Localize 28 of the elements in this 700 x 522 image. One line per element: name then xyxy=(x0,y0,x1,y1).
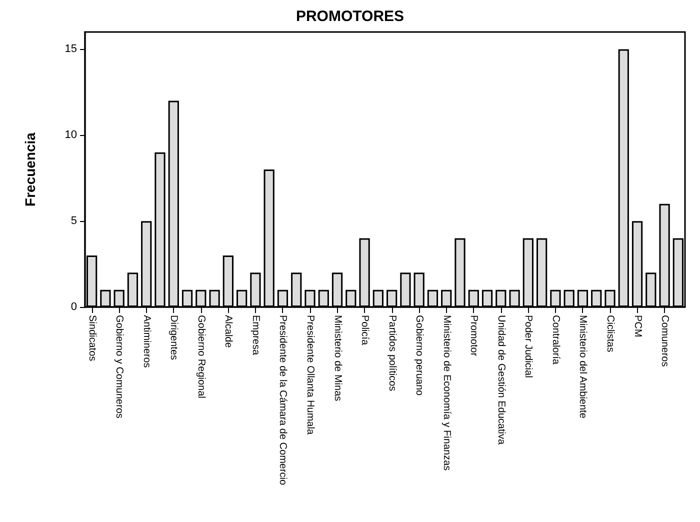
x-tick-label: Ministerio de Minas xyxy=(332,315,343,402)
x-tick-label: Ciclistas xyxy=(604,315,616,352)
x-tick-label: Contraloría xyxy=(550,315,561,365)
x-tick-label: Promotor xyxy=(468,315,480,357)
x-tick-label: PCM xyxy=(632,315,643,338)
y-tick-label: 15 xyxy=(64,43,77,56)
chart-title: PROMOTORES xyxy=(296,8,404,25)
x-tick-label: Gobierno peruano xyxy=(414,315,425,396)
x-tick-label: Policía xyxy=(359,315,370,346)
x-tick-label: Comuneros xyxy=(659,315,670,367)
x-tick-label: Unidad de Gestión Educativa xyxy=(495,315,506,445)
x-tick-label: Presidente Ollanta Humala xyxy=(304,315,316,435)
y-tick-label: 10 xyxy=(64,129,77,142)
y-axis-title: Frecuencia xyxy=(22,132,38,206)
x-tick-label: Alcalde xyxy=(222,315,234,348)
x-tick-label: Ministerio de Economía y Finanzas xyxy=(440,315,452,471)
y-tick-label: 5 xyxy=(70,215,77,228)
x-tick-label: Gobierno Regional xyxy=(195,315,206,398)
x-tick-label: Gobierno y Comuneros xyxy=(114,315,125,418)
x-tick-label: Presidente de la Cámara de Comercio xyxy=(277,315,288,486)
x-tick-label: Ministerio del Ambiente xyxy=(577,315,588,419)
x-tick-label: Empresa xyxy=(250,315,261,356)
y-tick-label: 0 xyxy=(70,301,77,313)
x-tick-label: Poder Judicial xyxy=(522,315,534,378)
x-tick-label: Sindicatos xyxy=(86,315,98,362)
x-tick-label: Dirigentes xyxy=(168,315,180,360)
x-tick-label: Antimineros xyxy=(140,315,152,368)
x-tick-label: Partidos políticos xyxy=(386,315,398,392)
